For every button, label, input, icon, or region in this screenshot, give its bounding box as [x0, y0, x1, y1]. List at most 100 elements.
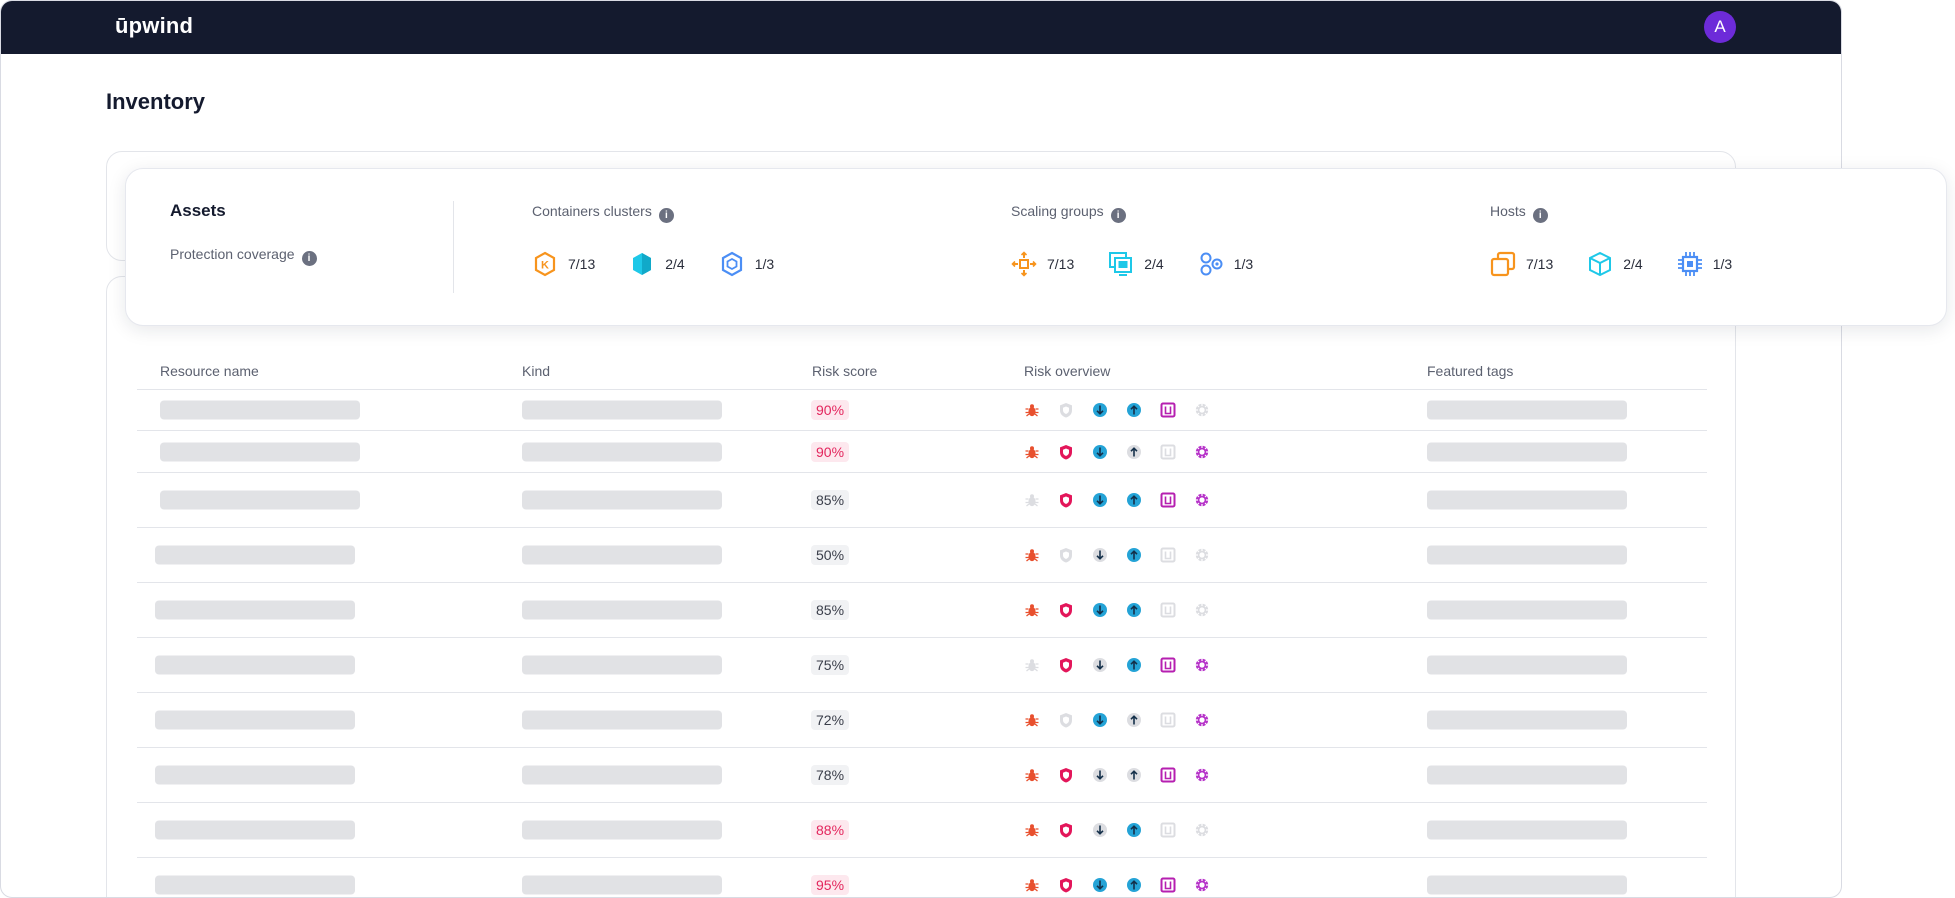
header-featured-tags[interactable]: Featured tags — [1427, 363, 1514, 379]
drop-up-icon[interactable] — [1126, 822, 1142, 838]
chip-square-icon[interactable] — [1160, 767, 1176, 783]
coverage-group-title-text: Hosts — [1490, 203, 1526, 219]
brain-icon[interactable] — [1194, 712, 1210, 728]
drop-down-icon[interactable] — [1092, 767, 1108, 783]
info-icon[interactable]: i — [301, 251, 317, 266]
shield-icon[interactable] — [1058, 822, 1074, 838]
bug-icon[interactable] — [1024, 712, 1040, 728]
shield-icon[interactable] — [1058, 767, 1074, 783]
drop-down-icon[interactable] — [1092, 822, 1108, 838]
header-kind[interactable]: Kind — [522, 363, 551, 379]
shield-icon[interactable] — [1058, 402, 1074, 418]
drop-down-icon[interactable] — [1092, 492, 1108, 508]
bug-icon[interactable] — [1024, 547, 1040, 563]
resource-name-placeholder — [155, 655, 355, 675]
brain-icon[interactable] — [1194, 492, 1210, 508]
table-row[interactable]: 75% — [137, 638, 1707, 693]
coverage-metric[interactable]: 1/3 — [1198, 251, 1253, 277]
featured-tags-placeholder — [1427, 600, 1627, 620]
brain-icon[interactable] — [1194, 657, 1210, 673]
brain-icon[interactable] — [1194, 767, 1210, 783]
drop-down-icon[interactable] — [1092, 402, 1108, 418]
drop-down-icon[interactable] — [1092, 547, 1108, 563]
header-risk-score[interactable]: Risk score — [812, 363, 878, 379]
chip-square-icon[interactable] — [1160, 602, 1176, 618]
drop-up-icon[interactable] — [1126, 402, 1142, 418]
drop-down-icon[interactable] — [1092, 712, 1108, 728]
shield-icon[interactable] — [1058, 602, 1074, 618]
drop-up-icon[interactable] — [1126, 492, 1142, 508]
drop-up-icon[interactable] — [1126, 547, 1142, 563]
brain-icon[interactable] — [1194, 822, 1210, 838]
drop-up-icon[interactable] — [1126, 712, 1142, 728]
shield-icon[interactable] — [1058, 547, 1074, 563]
info-icon[interactable]: i — [1110, 208, 1126, 223]
bug-icon[interactable] — [1024, 877, 1040, 893]
bug-icon[interactable] — [1024, 444, 1040, 460]
bug-icon[interactable] — [1024, 657, 1040, 673]
table-row[interactable]: 50% — [137, 528, 1707, 583]
user-avatar[interactable]: A — [1704, 11, 1736, 43]
page-title: Inventory — [106, 89, 206, 114]
brain-icon[interactable] — [1194, 547, 1210, 563]
drop-up-icon[interactable] — [1126, 657, 1142, 673]
brain-icon[interactable] — [1194, 402, 1210, 418]
drop-up-icon[interactable] — [1126, 877, 1142, 893]
table-row[interactable]: 85% — [137, 583, 1707, 638]
info-icon[interactable]: i — [1532, 208, 1548, 223]
coverage-metric[interactable]: 1/3 — [719, 251, 774, 277]
table-row[interactable]: 72% — [137, 693, 1707, 748]
table-row[interactable]: 85% — [137, 473, 1707, 528]
drop-down-icon[interactable] — [1092, 877, 1108, 893]
brain-icon[interactable] — [1194, 444, 1210, 460]
header-resource-name[interactable]: Resource name — [160, 363, 259, 379]
drop-down-icon[interactable] — [1092, 444, 1108, 460]
table-row[interactable]: 78% — [137, 748, 1707, 803]
chip-square-icon[interactable] — [1160, 492, 1176, 508]
table-row[interactable]: 90% — [137, 390, 1707, 431]
risk-overview — [1024, 402, 1228, 418]
header-risk-overview[interactable]: Risk overview — [1024, 363, 1111, 379]
drop-up-icon[interactable] — [1126, 602, 1142, 618]
upwind-logo[interactable]: ūpwind — [115, 13, 194, 38]
kubernetes-icon: K — [534, 251, 556, 277]
chip-square-icon[interactable] — [1160, 822, 1176, 838]
info-icon[interactable]: i — [658, 208, 674, 223]
coverage-metric[interactable]: 7/13 — [1011, 251, 1074, 277]
coverage-metric-value: 7/13 — [568, 256, 596, 272]
bug-icon[interactable] — [1024, 767, 1040, 783]
brain-icon[interactable] — [1194, 877, 1210, 893]
drop-down-icon[interactable] — [1092, 657, 1108, 673]
drop-up-icon[interactable] — [1126, 444, 1142, 460]
table-row[interactable]: 90% — [137, 431, 1707, 473]
coverage-metric[interactable]: 7/13 — [1490, 251, 1553, 277]
bug-icon[interactable] — [1024, 822, 1040, 838]
featured-tags-placeholder — [1427, 710, 1627, 730]
chip-square-icon[interactable] — [1160, 657, 1176, 673]
risk-score-badge: 90% — [811, 441, 850, 462]
chip-square-icon[interactable] — [1160, 712, 1176, 728]
shield-icon[interactable] — [1058, 444, 1074, 460]
chip-square-icon[interactable] — [1160, 547, 1176, 563]
coverage-metric[interactable]: 2/4 — [1108, 251, 1164, 277]
coverage-metric[interactable]: 2/4 — [629, 251, 685, 277]
shield-icon[interactable] — [1058, 492, 1074, 508]
brain-icon[interactable] — [1194, 602, 1210, 618]
drop-down-icon[interactable] — [1092, 602, 1108, 618]
coverage-metric[interactable]: K 7/13 — [532, 251, 595, 277]
bug-icon[interactable] — [1024, 602, 1040, 618]
chip-square-icon[interactable] — [1160, 402, 1176, 418]
bug-icon[interactable] — [1024, 402, 1040, 418]
table-row[interactable]: 88% — [137, 803, 1707, 858]
kind-placeholder — [522, 875, 722, 895]
shield-icon[interactable] — [1058, 657, 1074, 673]
chip-square-icon[interactable] — [1160, 444, 1176, 460]
chip-square-icon[interactable] — [1160, 877, 1176, 893]
bug-icon[interactable] — [1024, 492, 1040, 508]
shield-icon[interactable] — [1058, 877, 1074, 893]
drop-up-icon[interactable] — [1126, 767, 1142, 783]
coverage-metric[interactable]: 1/3 — [1677, 251, 1732, 277]
table-row[interactable]: 95% — [137, 858, 1707, 897]
coverage-metric[interactable]: 2/4 — [1587, 251, 1643, 277]
shield-icon[interactable] — [1058, 712, 1074, 728]
